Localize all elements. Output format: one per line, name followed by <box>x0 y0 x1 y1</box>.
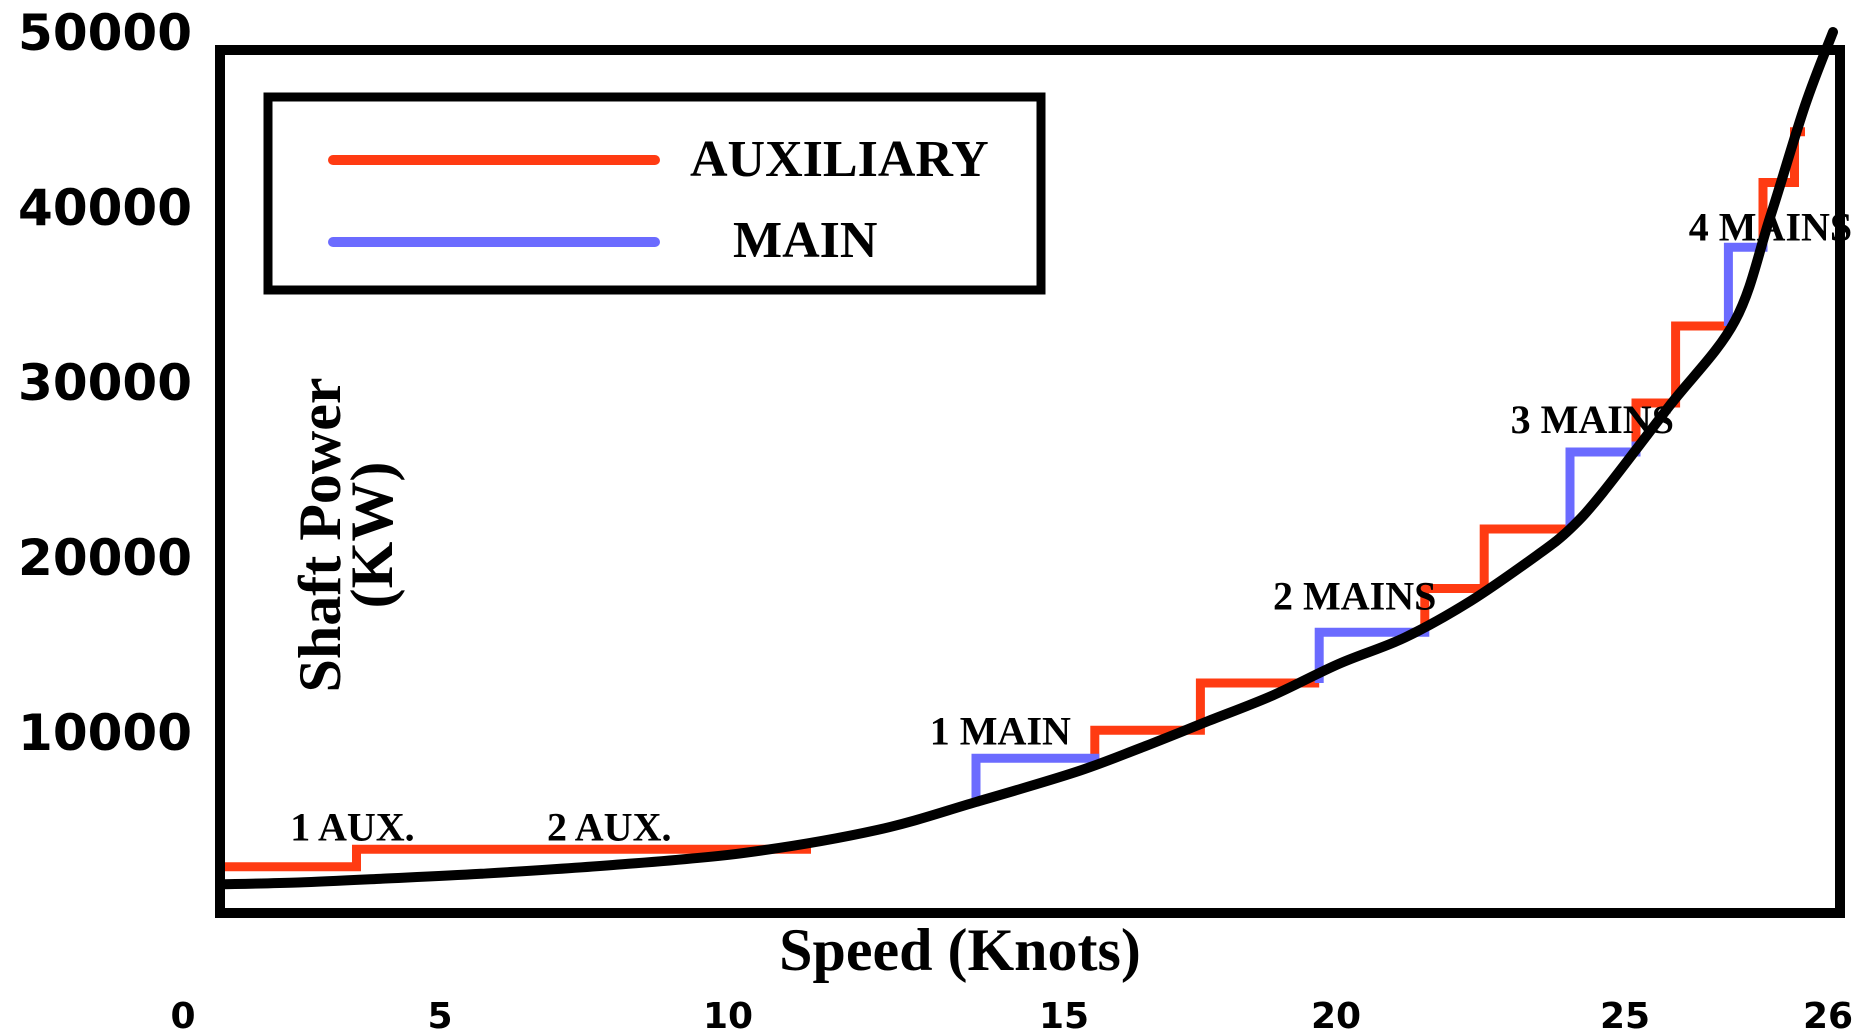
x-tick-label-20: 20 <box>1311 996 1361 1036</box>
y-tick-label-10000: 10000 <box>18 704 192 762</box>
x-tick-label-26: 26 <box>1803 996 1853 1036</box>
series-power-curve <box>215 27 1838 890</box>
x-tick-label-15: 15 <box>1039 996 1089 1036</box>
x-axis-title: Speed (Knots) <box>779 917 1141 983</box>
annotation-2-mains: 2 MAINS <box>1273 574 1436 619</box>
annotation-1-aux: 1 AUX. <box>290 805 414 850</box>
annotation-2-aux: 2 AUX. <box>547 805 671 850</box>
y-tick-label-20000: 20000 <box>18 529 192 587</box>
plot-frame <box>215 45 1845 918</box>
legend-box <box>263 92 1046 295</box>
y-axis-ticks: 10000 20000 30000 40000 50000 <box>18 4 192 762</box>
series-auxiliary-step-2 <box>1090 678 1320 766</box>
legend-label-main: MAIN <box>733 212 877 269</box>
series-layer <box>215 27 1838 890</box>
y-axis-title-line1: Shaft Power <box>287 378 353 693</box>
y-axis-title: Shaft Power (KW) <box>287 378 405 693</box>
y-tick-label-50000: 50000 <box>18 4 192 62</box>
y-tick-label-40000: 40000 <box>18 179 192 237</box>
x-tick-label-5: 5 <box>427 996 452 1036</box>
series-auxiliary-step-1 <box>220 844 811 872</box>
y-tick-label-30000: 30000 <box>18 354 192 412</box>
x-tick-label-0: 0 <box>170 996 195 1036</box>
x-axis-ticks: 0 5 10 15 20 25 26 <box>170 996 1853 1036</box>
annotation-layer: 1 AUX. 2 AUX. 1 MAIN 2 MAINS 3 MAINS 4 MAINS <box>290 204 1852 849</box>
legend-label-auxiliary: AUXILIARY <box>690 131 989 188</box>
x-tick-label-25: 25 <box>1600 996 1650 1036</box>
annotation-4-mains: 4 MAINS <box>1689 204 1852 249</box>
legend: AUXILIARY MAIN <box>263 92 1046 295</box>
x-tick-label-10: 10 <box>703 996 753 1036</box>
y-axis-title-line2: (KW) <box>339 462 405 609</box>
annotation-1-main: 1 MAIN <box>930 708 1071 753</box>
annotation-3-mains: 3 MAINS <box>1511 397 1674 442</box>
